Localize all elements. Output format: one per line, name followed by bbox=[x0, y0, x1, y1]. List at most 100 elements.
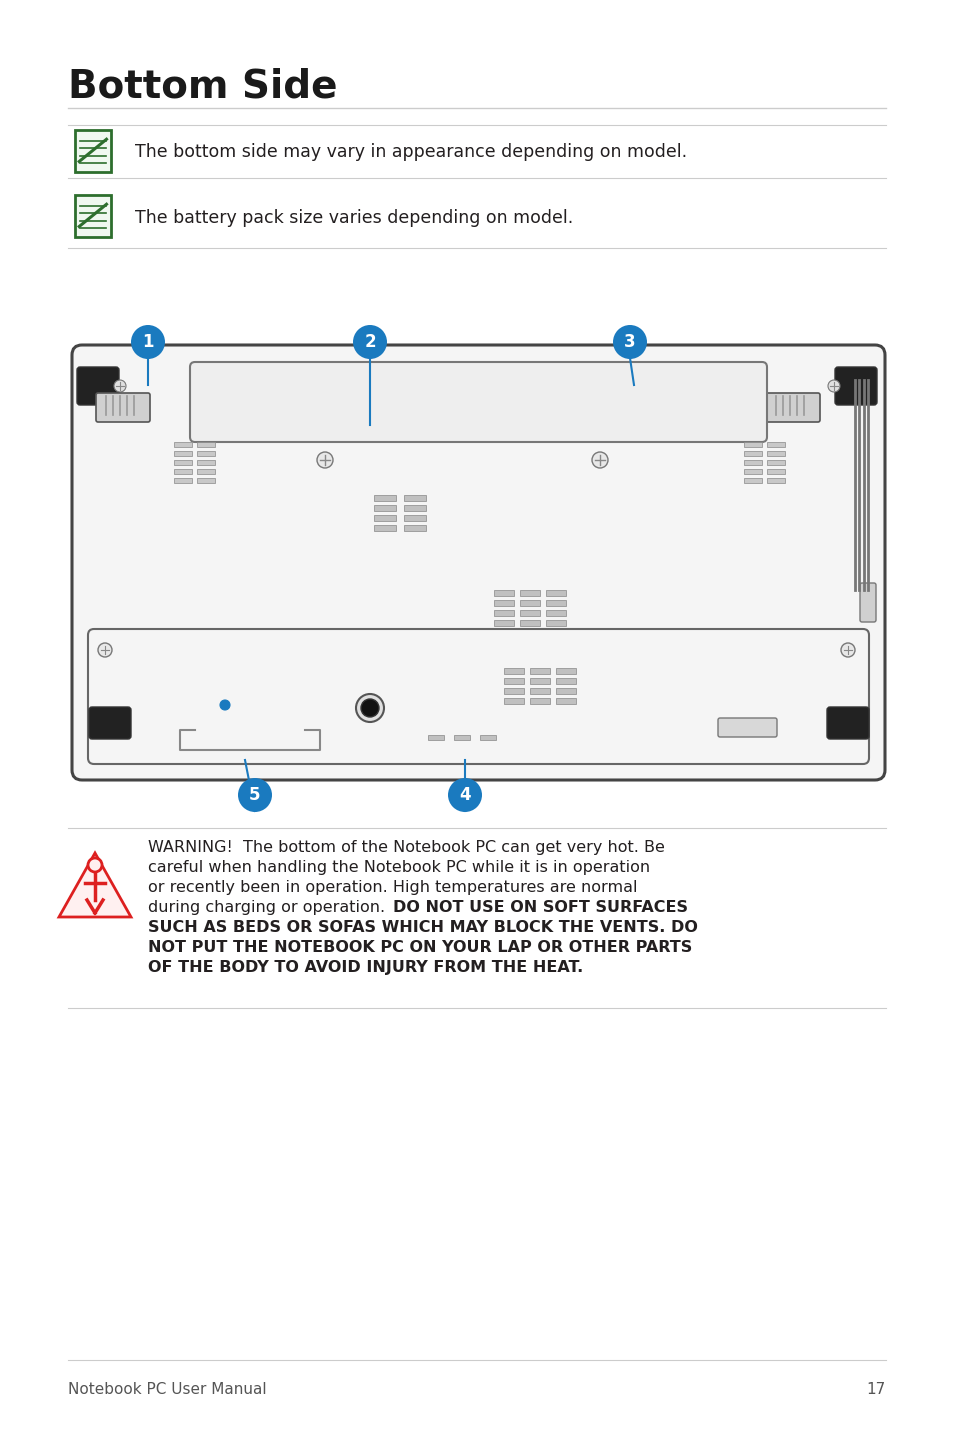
Circle shape bbox=[827, 380, 840, 393]
Text: during charging or operation.: during charging or operation. bbox=[148, 900, 385, 915]
Text: 2: 2 bbox=[364, 334, 375, 351]
Bar bbox=[767, 452, 784, 456]
Bar bbox=[519, 590, 539, 595]
Text: SUCH AS BEDS OR SOFAS WHICH MAY BLOCK THE VENTS. DO: SUCH AS BEDS OR SOFAS WHICH MAY BLOCK TH… bbox=[148, 920, 698, 935]
Bar bbox=[743, 460, 761, 464]
Bar bbox=[494, 590, 514, 595]
Text: 4: 4 bbox=[458, 787, 471, 804]
Bar bbox=[374, 525, 395, 531]
Bar bbox=[530, 669, 550, 674]
Bar bbox=[197, 441, 215, 447]
Bar bbox=[174, 460, 193, 464]
Text: careful when handling the Notebook PC while it is in operation: careful when handling the Notebook PC wh… bbox=[148, 860, 649, 874]
FancyBboxPatch shape bbox=[71, 345, 884, 779]
FancyBboxPatch shape bbox=[826, 707, 868, 739]
Bar bbox=[556, 669, 576, 674]
FancyBboxPatch shape bbox=[77, 367, 119, 406]
Text: 3: 3 bbox=[623, 334, 635, 351]
Bar bbox=[197, 452, 215, 456]
FancyBboxPatch shape bbox=[96, 393, 150, 421]
FancyBboxPatch shape bbox=[89, 707, 131, 739]
Circle shape bbox=[841, 643, 854, 657]
Circle shape bbox=[353, 325, 387, 360]
Bar bbox=[174, 452, 193, 456]
FancyBboxPatch shape bbox=[834, 367, 876, 406]
Bar bbox=[519, 620, 539, 626]
Circle shape bbox=[131, 325, 165, 360]
Bar bbox=[545, 590, 565, 595]
FancyBboxPatch shape bbox=[75, 129, 111, 173]
Text: OF THE BODY TO AVOID INJURY FROM THE HEAT.: OF THE BODY TO AVOID INJURY FROM THE HEA… bbox=[148, 961, 582, 975]
Bar bbox=[767, 477, 784, 483]
Bar bbox=[479, 735, 496, 741]
Bar bbox=[556, 697, 576, 705]
Bar bbox=[519, 610, 539, 615]
Text: DO NOT USE ON SOFT SURFACES: DO NOT USE ON SOFT SURFACES bbox=[393, 900, 687, 915]
Bar bbox=[494, 600, 514, 605]
Bar bbox=[197, 477, 215, 483]
Bar bbox=[503, 687, 523, 695]
Circle shape bbox=[316, 452, 333, 467]
FancyBboxPatch shape bbox=[859, 582, 875, 623]
Bar bbox=[174, 477, 193, 483]
Circle shape bbox=[448, 778, 481, 812]
Circle shape bbox=[220, 700, 230, 710]
Bar bbox=[556, 677, 576, 684]
Bar bbox=[374, 505, 395, 510]
Bar bbox=[503, 697, 523, 705]
Circle shape bbox=[88, 858, 102, 871]
Bar bbox=[743, 469, 761, 475]
Bar bbox=[767, 469, 784, 475]
Circle shape bbox=[237, 778, 272, 812]
Bar bbox=[503, 669, 523, 674]
Text: WARNING!  The bottom of the Notebook PC can get very hot. Be: WARNING! The bottom of the Notebook PC c… bbox=[148, 840, 664, 856]
FancyBboxPatch shape bbox=[88, 628, 868, 764]
FancyBboxPatch shape bbox=[190, 362, 766, 441]
Bar bbox=[403, 495, 426, 500]
Bar bbox=[403, 525, 426, 531]
Bar bbox=[174, 441, 193, 447]
Bar bbox=[403, 515, 426, 521]
Bar bbox=[530, 687, 550, 695]
Bar bbox=[494, 610, 514, 615]
Bar bbox=[197, 469, 215, 475]
Bar bbox=[556, 687, 576, 695]
Bar bbox=[530, 697, 550, 705]
Bar bbox=[374, 515, 395, 521]
Polygon shape bbox=[59, 853, 131, 917]
Bar bbox=[530, 677, 550, 684]
Bar bbox=[767, 441, 784, 447]
Circle shape bbox=[360, 699, 378, 718]
Bar bbox=[545, 600, 565, 605]
Text: or recently been in operation. High temperatures are normal: or recently been in operation. High temp… bbox=[148, 880, 637, 894]
Text: NOT PUT THE NOTEBOOK PC ON YOUR LAP OR OTHER PARTS: NOT PUT THE NOTEBOOK PC ON YOUR LAP OR O… bbox=[148, 940, 692, 955]
FancyBboxPatch shape bbox=[718, 718, 776, 738]
Bar bbox=[545, 610, 565, 615]
FancyBboxPatch shape bbox=[75, 196, 111, 237]
Text: 5: 5 bbox=[249, 787, 260, 804]
Text: Notebook PC User Manual: Notebook PC User Manual bbox=[68, 1382, 266, 1396]
Bar bbox=[428, 735, 443, 741]
Circle shape bbox=[98, 643, 112, 657]
Bar bbox=[454, 735, 470, 741]
Bar bbox=[494, 620, 514, 626]
Bar bbox=[545, 620, 565, 626]
FancyBboxPatch shape bbox=[765, 393, 820, 421]
Bar bbox=[503, 677, 523, 684]
Bar bbox=[743, 441, 761, 447]
Text: The bottom side may vary in appearance depending on model.: The bottom side may vary in appearance d… bbox=[135, 142, 686, 161]
Bar bbox=[403, 505, 426, 510]
Bar bbox=[374, 495, 395, 500]
Bar bbox=[197, 460, 215, 464]
Bar bbox=[743, 452, 761, 456]
Text: The battery pack size varies depending on model.: The battery pack size varies depending o… bbox=[135, 209, 573, 227]
Text: 1: 1 bbox=[142, 334, 153, 351]
Bar bbox=[174, 469, 193, 475]
Bar bbox=[743, 477, 761, 483]
Bar bbox=[767, 460, 784, 464]
Circle shape bbox=[613, 325, 646, 360]
Circle shape bbox=[592, 452, 607, 467]
Circle shape bbox=[113, 380, 126, 393]
Text: 17: 17 bbox=[866, 1382, 885, 1396]
Circle shape bbox=[355, 695, 384, 722]
